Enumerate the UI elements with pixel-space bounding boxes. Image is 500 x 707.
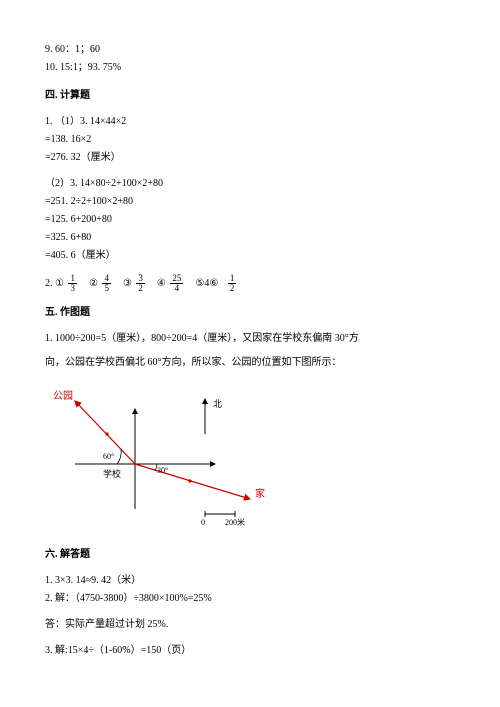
calc-line: 1. （1）3. 14×44×2: [45, 114, 455, 130]
circled-6: ⑥: [209, 278, 218, 289]
calc-line: =138. 16×2: [45, 132, 455, 148]
diagram-wrap: 北 公园 60° 家 30° 学校 0 200米: [45, 379, 455, 535]
problem-5-1-line2: 向，公园在学校西偏北 60°方向，所以家、公园的位置如下图所示：: [45, 355, 455, 371]
fraction-4: 254: [170, 274, 183, 293]
problem-4-2: 2. ① 13 ② 45 ③ 32 ④ 254 ⑤4⑥ 12: [45, 274, 455, 293]
answer-9: 9. 60：1；60: [45, 42, 455, 58]
calc-line: =251. 2÷2+100×2+80: [45, 194, 455, 210]
section-6-title: 六. 解答题: [45, 547, 455, 563]
calc-line: =125. 6+200+80: [45, 212, 455, 228]
calc-line: （2）3. 14×80÷2+100×2+80: [45, 176, 455, 192]
problem-5-1-line1: 1. 1000÷200=5（厘米），800÷200=4（厘米），又因家在学校东偏…: [45, 331, 455, 347]
fraction-5: 12: [228, 274, 237, 293]
fraction-2: 45: [102, 274, 111, 293]
problem-4-1-1: 1. （1）3. 14×44×2 =138. 16×2 =276. 32（厘米）: [45, 114, 455, 166]
section-4-title: 四. 计算题: [45, 88, 455, 104]
calc-line: =405. 6（厘米）: [45, 248, 455, 264]
angle-60: 60°: [103, 452, 114, 461]
circled-5: ⑤: [195, 278, 204, 289]
north-label: 北: [213, 399, 222, 409]
direction-diagram: 北 公园 60° 家 30° 学校 0 200米: [45, 379, 305, 529]
answer-6-2: 答：实际产量超过计划 25%.: [45, 617, 455, 633]
calc-line: =325. 6+80: [45, 230, 455, 246]
fraction-3: 32: [136, 274, 145, 293]
scale-0: 0: [201, 518, 205, 527]
home-label: 家: [255, 487, 265, 500]
calc-line: =276. 32（厘米）: [45, 150, 455, 166]
circled-3: ③: [123, 278, 132, 289]
angle-30: 30°: [157, 466, 168, 475]
circled-2: ②: [89, 278, 98, 289]
scale-200: 200米: [225, 517, 245, 527]
school-label: 学校: [103, 468, 121, 479]
answer-10: 10. 15:1；93. 75%: [45, 60, 455, 76]
circled-1: ①: [55, 278, 64, 289]
fraction-1: 13: [68, 274, 77, 293]
park-label: 公园: [53, 390, 73, 402]
circled-4: ④: [157, 278, 166, 289]
problem-4-1-2: （2）3. 14×80÷2+100×2+80 =251. 2÷2+100×2+8…: [45, 176, 455, 264]
problem-6-1: 1. 3×3. 14≈9. 42（米）: [45, 573, 455, 589]
lead-text: 2.: [45, 278, 53, 289]
section-5-title: 五. 作图题: [45, 305, 455, 321]
problem-6-3: 3. 解:15×4÷（1-60%）=150（页）: [45, 643, 455, 659]
problem-6-2: 2. 解：（4750-3800）÷3800×100%=25%: [45, 591, 455, 607]
